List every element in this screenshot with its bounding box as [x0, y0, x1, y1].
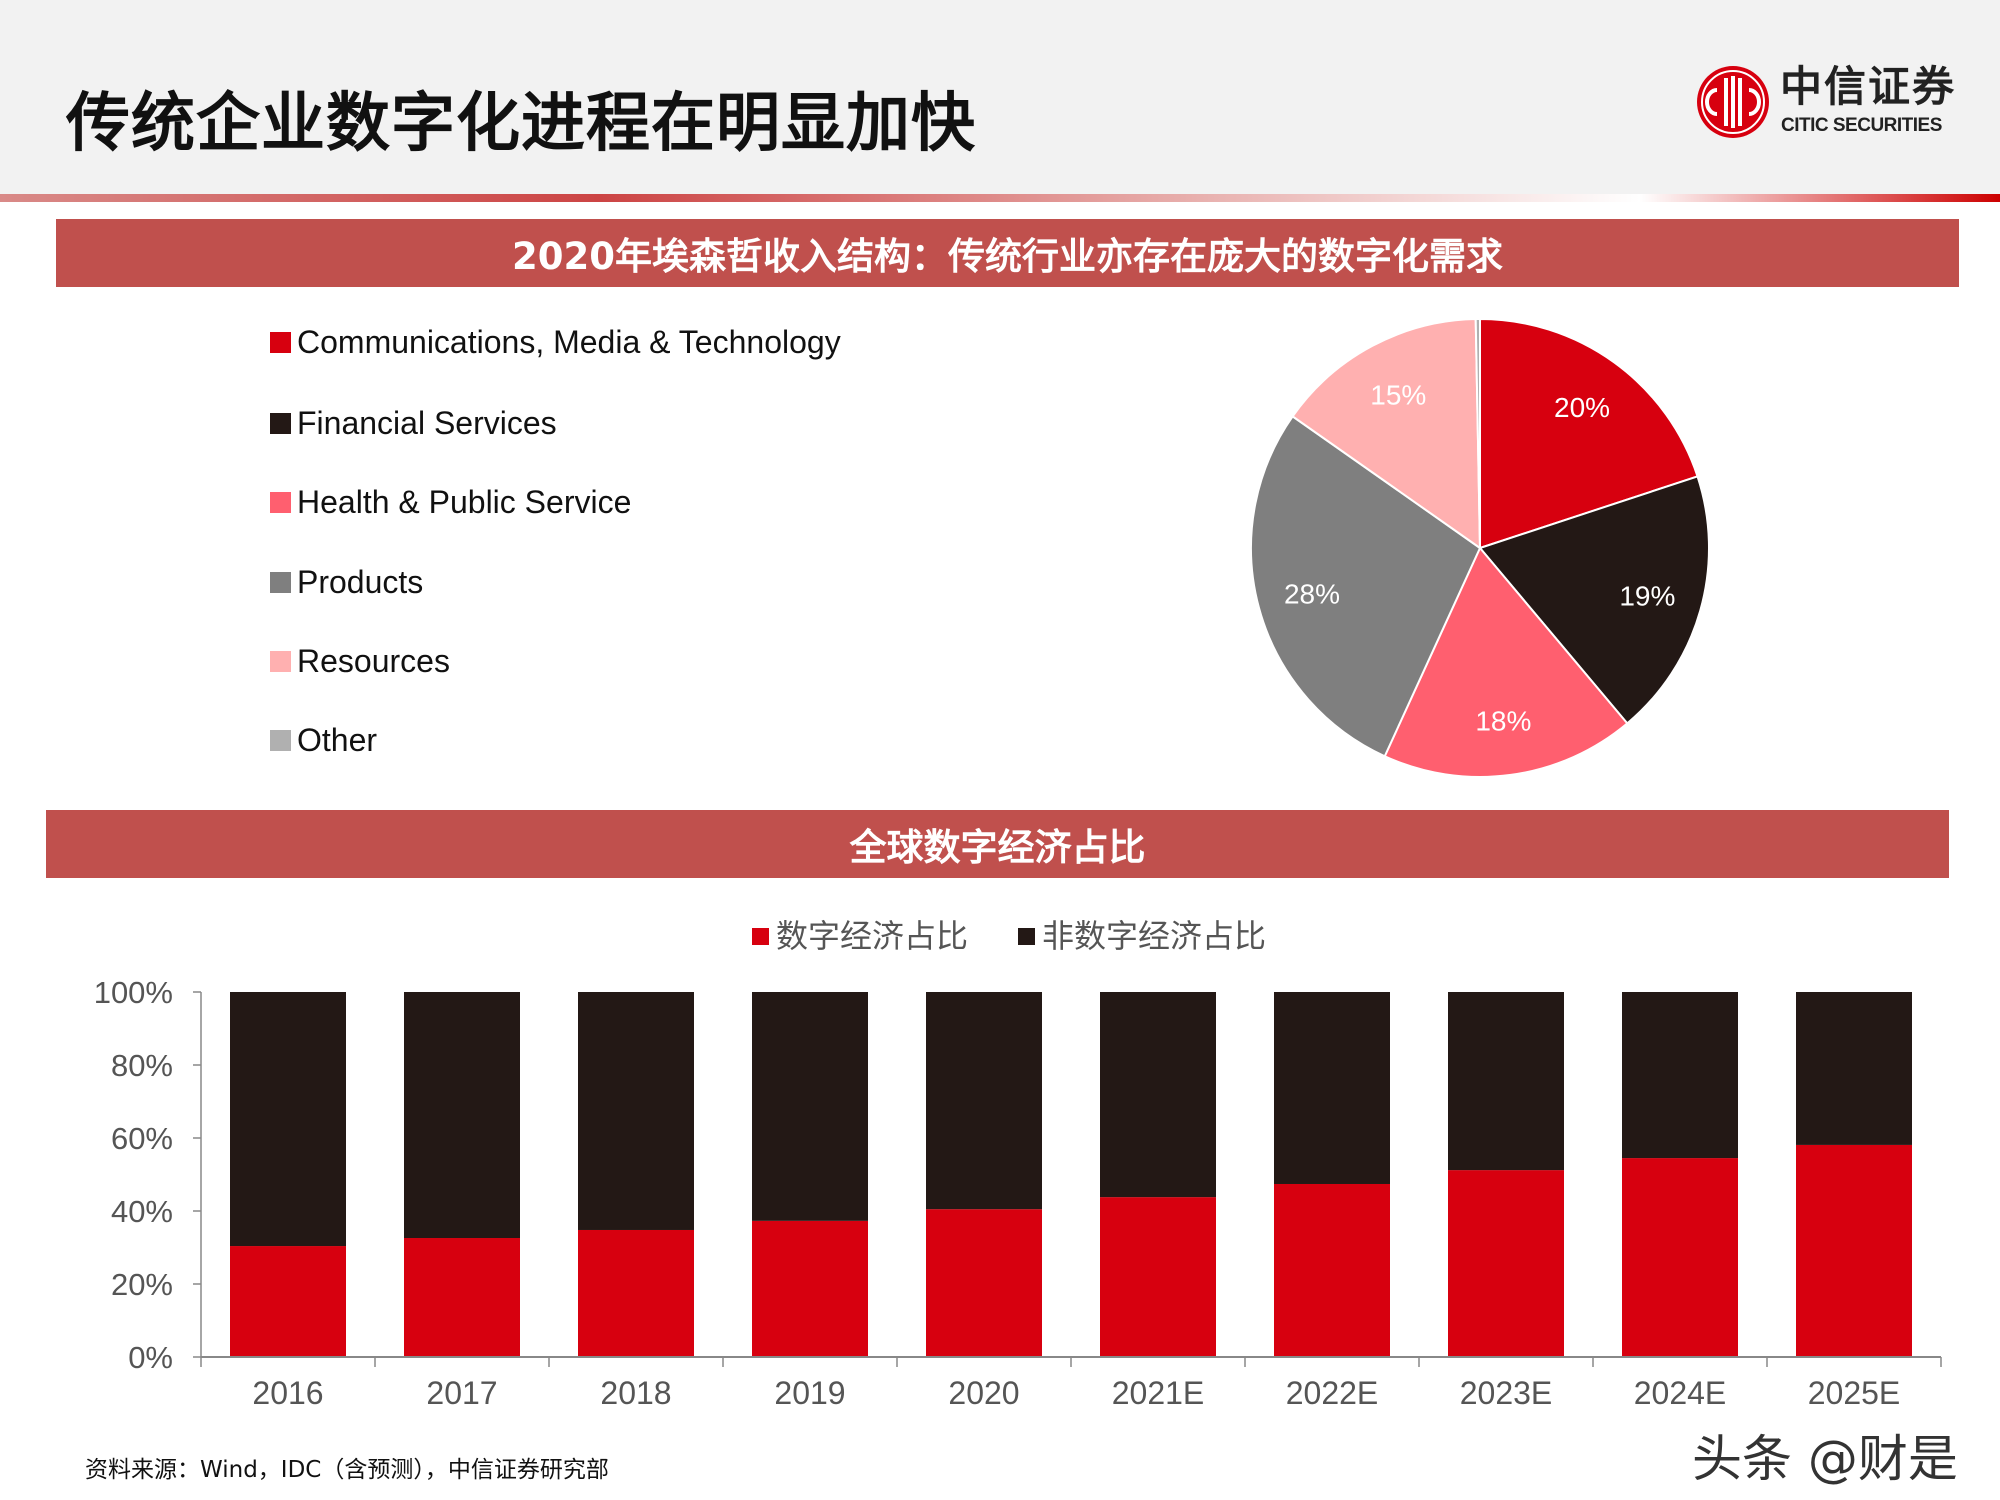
header	[0, 0, 2000, 194]
bar-segment	[752, 1220, 868, 1357]
legend-swatch	[270, 413, 291, 434]
x-tick-label: 2020	[948, 1375, 1019, 1411]
bar-segment	[578, 1229, 694, 1357]
source-note: 资料来源：Wind，IDC（含预测），中信证券研究部	[85, 1457, 609, 1483]
citic-logo-icon	[1697, 66, 1769, 138]
section-title-digital-economy: 全球数字经济占比	[46, 810, 1949, 878]
legend-label: Communications, Media & Technology	[297, 324, 841, 360]
y-tick-label: 0%	[128, 1340, 173, 1375]
bar-segment	[1448, 992, 1564, 1171]
bar-segment	[230, 1246, 346, 1357]
pie-legend-item: Resources	[270, 643, 450, 680]
y-tick-label: 20%	[111, 1267, 173, 1302]
section-title-revenue: 2020年埃森哲收入结构：传统行业亦存在庞大的数字化需求	[56, 219, 1959, 287]
bar-segment	[404, 992, 520, 1239]
page-title: 传统企业数字化进程在明显加快	[66, 87, 976, 161]
x-tick-label: 2025E	[1808, 1375, 1901, 1411]
x-tick-label: 2018	[600, 1375, 671, 1411]
logo-chinese-text: 中信证券	[1780, 62, 1957, 111]
y-tick-label: 80%	[111, 1048, 173, 1083]
bar-segment	[404, 1238, 520, 1357]
y-tick-label: 60%	[111, 1121, 173, 1156]
citic-logo: 中信证券 CITIC SECURITIES	[1695, 62, 1965, 142]
legend-label: Products	[297, 564, 424, 600]
x-tick-label: 2021E	[1112, 1375, 1205, 1411]
legend-label: Health & Public Service	[297, 484, 632, 520]
header-divider	[0, 194, 2000, 202]
legend-swatch	[270, 492, 291, 513]
legend-swatch	[270, 730, 291, 751]
pie-legend-item: Health & Public Service	[270, 484, 631, 521]
bar-legend-swatch	[752, 928, 769, 945]
bar-legend-swatch	[1018, 928, 1035, 945]
bar-segment	[1622, 992, 1738, 1159]
x-tick-label: 2022E	[1286, 1375, 1379, 1411]
bar-segment	[926, 992, 1042, 1210]
bar-legend-label: 数字经济占比	[776, 918, 968, 954]
bar-segment	[752, 992, 868, 1221]
legend-swatch	[270, 572, 291, 593]
bar-segment	[230, 992, 346, 1247]
x-tick-label: 2019	[774, 1375, 845, 1411]
y-tick-label: 40%	[111, 1194, 173, 1229]
legend-label: Other	[297, 722, 378, 758]
bar-legend-label: 非数字经济占比	[1042, 918, 1266, 954]
pie-legend-item: Other	[270, 722, 377, 759]
pie-legend-item: Products	[270, 564, 423, 601]
bar-segment	[1622, 1158, 1738, 1357]
bar-segment	[1796, 992, 1912, 1145]
x-tick-label: 2023E	[1460, 1375, 1553, 1411]
bar-segment	[1796, 1144, 1912, 1357]
bar-segment	[1100, 992, 1216, 1198]
bar-segment	[1274, 1183, 1390, 1357]
legend-swatch	[270, 332, 291, 353]
bar-segment	[578, 992, 694, 1230]
bar-segment	[1274, 992, 1390, 1184]
bar-segment	[1448, 1170, 1564, 1357]
bar-segment	[1100, 1197, 1216, 1357]
watermark: 头条 @财是	[1692, 1430, 1958, 1488]
x-tick-label: 2017	[426, 1375, 497, 1411]
pie-legend-item: Communications, Media & Technology	[270, 324, 841, 361]
legend-label: Resources	[297, 643, 450, 679]
y-tick-label: 100%	[94, 975, 173, 1010]
x-tick-label: 2024E	[1634, 1375, 1727, 1411]
x-tick-label: 2016	[252, 1375, 323, 1411]
bar-segment	[926, 1209, 1042, 1357]
logo-english-text: CITIC SECURITIES	[1781, 115, 1942, 136]
pie-legend-item: Financial Services	[270, 405, 557, 442]
legend-swatch	[270, 651, 291, 672]
legend-label: Financial Services	[297, 405, 557, 441]
